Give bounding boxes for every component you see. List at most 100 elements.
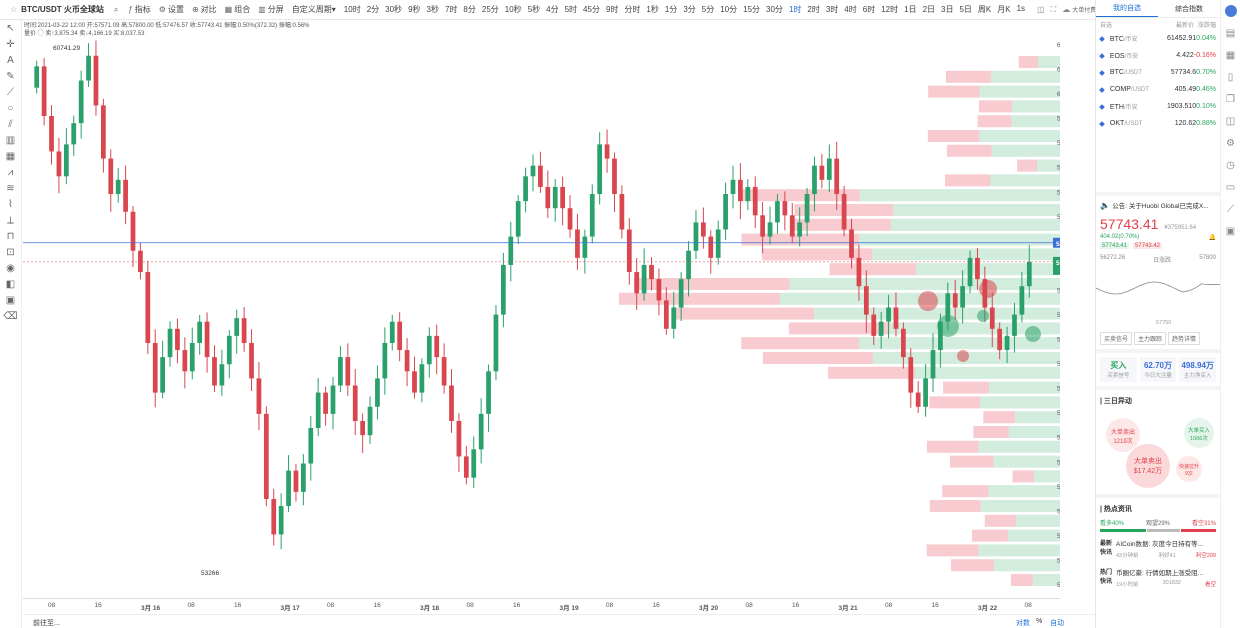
ray-icon[interactable]: ⟋ xyxy=(7,86,14,98)
message-icon[interactable]: ▭ xyxy=(1225,181,1236,193)
interval-20[interactable]: 15分 xyxy=(743,5,761,14)
interval-34[interactable]: 1s xyxy=(1016,4,1026,13)
tag-trend[interactable]: 趋势详情 xyxy=(1168,332,1201,345)
bars-icon[interactable]: ▥ xyxy=(5,134,16,146)
stat-volume[interactable]: 62.70万 今日大注量 xyxy=(1139,357,1177,382)
interval-2[interactable]: 30秒 xyxy=(385,5,403,14)
settings-button[interactable]: ⚙ 设置 xyxy=(158,5,184,14)
fullscreen-icon[interactable]: ⛶ xyxy=(1050,4,1057,14)
interval-25[interactable]: 4时 xyxy=(844,5,857,14)
bubble-big-sell-2[interactable]: 大单卖出 $17.42万 xyxy=(1126,444,1170,488)
screenshot-icon[interactable]: ◫ xyxy=(1037,5,1045,14)
brush-icon[interactable]: ⌇ xyxy=(8,198,13,210)
custom-period-dropdown[interactable]: 自定义周期 ▾ xyxy=(291,5,336,14)
interval-29[interactable]: 2日 xyxy=(922,5,936,14)
percent-scale-button[interactable]: % xyxy=(1036,618,1043,625)
widget-icon[interactable]: ▣ xyxy=(1225,225,1236,237)
pen-icon[interactable]: ✎ xyxy=(6,70,15,82)
bookmark-icon[interactable]: ◫ xyxy=(1225,115,1236,127)
interval-23[interactable]: 2时 xyxy=(807,5,820,14)
premium-label[interactable]: 大单付费 xyxy=(1072,8,1095,14)
interval-22[interactable]: 1时 xyxy=(788,5,802,14)
interval-9[interactable]: 5秒 xyxy=(527,5,541,14)
text-icon[interactable]: A xyxy=(7,54,14,66)
line-icon[interactable]: ⟋ xyxy=(1227,203,1234,215)
interval-24[interactable]: 3时 xyxy=(825,5,839,14)
favorite-icon[interactable]: ☆ xyxy=(10,5,18,14)
watchlist-row[interactable]: OKT/USDT 120.62 0.88% xyxy=(1096,115,1220,132)
bubble-big-buy[interactable]: 大单买入 1066次 xyxy=(1184,418,1214,448)
interval-30[interactable]: 3日 xyxy=(941,5,954,14)
lock-icon[interactable]: ⊡ xyxy=(6,246,15,258)
interval-18[interactable]: 5分 xyxy=(701,5,715,14)
fibonacci-icon[interactable]: ≋ xyxy=(6,182,15,194)
interval-31[interactable]: 5日 xyxy=(959,5,972,14)
alert-icon[interactable]: 🔔 xyxy=(1208,235,1216,241)
book-icon[interactable]: ▯ xyxy=(1227,71,1234,83)
news-item[interactable]: 热门快讯 币圈亿豪: 行情如期上涨受阻... 19小时前 301832 看空 xyxy=(1096,561,1220,590)
watchlist-row[interactable]: ETH/币安 1903.510 0.10% xyxy=(1096,98,1220,115)
eye-icon[interactable]: ◉ xyxy=(6,262,15,274)
tab-watchlist[interactable]: 我的自选 xyxy=(1096,0,1158,17)
channel-icon[interactable]: ⫽ xyxy=(8,118,13,130)
watchlist-row[interactable]: BTC/USDT 57734.6 0.70% xyxy=(1096,64,1220,81)
clock-icon[interactable]: ◷ xyxy=(1226,159,1235,171)
interval-7[interactable]: 25分 xyxy=(481,5,499,14)
interval-12[interactable]: 45分 xyxy=(583,5,600,14)
interval-19[interactable]: 10分 xyxy=(720,5,738,14)
indicator-button[interactable]: ƒ 指标 xyxy=(128,5,151,14)
calendar-icon[interactable]: ▦ xyxy=(1225,49,1236,61)
image-icon[interactable]: ▣ xyxy=(5,294,16,306)
interval-1[interactable]: 2分 xyxy=(366,5,380,14)
symbol-title[interactable]: BTC/USDT 火币全球站 xyxy=(21,5,104,14)
combo-button[interactable]: ▦ 组合 xyxy=(224,5,251,14)
interval-5[interactable]: 7时 xyxy=(444,5,458,14)
avatar-icon[interactable] xyxy=(1221,0,1240,22)
log-scale-button[interactable]: 对数 xyxy=(1016,620,1030,627)
goto-button[interactable]: 前往至... xyxy=(33,620,60,627)
interval-14[interactable]: 分时 xyxy=(624,5,641,14)
grid-icon[interactable]: ▦ xyxy=(5,150,16,162)
watchlist-row[interactable]: COMP/USDT 405.49 0.46% xyxy=(1096,81,1220,98)
split-screen-button[interactable]: ▥ 分屏 xyxy=(258,5,284,14)
interval-16[interactable]: 1分 xyxy=(664,5,678,14)
notice-bar[interactable]: 🔈 公告: 关于Huobi Global已完成X... xyxy=(1096,192,1220,214)
news-item[interactable]: 最新快讯 AICoin数据: 灰度今日持有等... 43分钟前 利好41 利空209 xyxy=(1096,532,1220,561)
interval-6[interactable]: 8分 xyxy=(463,5,476,14)
interval-26[interactable]: 6时 xyxy=(862,5,876,14)
watchlist-row[interactable]: BTC/币安 61452.91 0.04% xyxy=(1096,30,1220,47)
compare-button[interactable]: ⊕ 对比 xyxy=(191,5,217,14)
interval-4[interactable]: 3秒 xyxy=(426,5,439,14)
chart-pattern-icon[interactable]: ⩘ xyxy=(7,166,14,178)
tag-signal[interactable]: 买卖信号 xyxy=(1100,332,1133,345)
ruler-icon[interactable]: ⟂ xyxy=(7,214,14,226)
interval-27[interactable]: 12时 xyxy=(881,5,899,14)
magnet-icon[interactable]: ⊓ xyxy=(6,230,15,242)
trash-icon[interactable]: ⌫ xyxy=(3,310,18,322)
watchlist-row[interactable]: EOS/币安 4.422 -0.16% xyxy=(1096,47,1220,64)
interval-28[interactable]: 1日 xyxy=(904,5,917,14)
bubble-fast-rise[interactable]: 快速拉升 9次 xyxy=(1176,456,1202,482)
doc-icon[interactable]: ▤ xyxy=(1225,27,1236,39)
search-button[interactable]: ⌕ xyxy=(114,5,120,15)
auto-scale-button[interactable]: 自动 xyxy=(1050,620,1064,627)
cursor-icon[interactable]: ↖ xyxy=(6,22,15,34)
interval-33[interactable]: 月K xyxy=(997,5,1011,14)
stat-netbuy[interactable]: 498.94万 主力净买入 xyxy=(1179,357,1217,382)
layers-icon[interactable]: ◧ xyxy=(5,278,16,290)
interval-17[interactable]: 3分 xyxy=(683,5,696,14)
crosshair-icon[interactable]: ✛ xyxy=(6,38,15,50)
tag-tracking[interactable]: 主力跟踪 xyxy=(1134,332,1167,345)
interval-13[interactable]: 9时 xyxy=(605,5,619,14)
interval-3[interactable]: 9秒 xyxy=(408,5,421,14)
interval-15[interactable]: 1秒 xyxy=(646,5,659,14)
stat-signal[interactable]: 买入 买卖信号 xyxy=(1100,357,1137,382)
interval-21[interactable]: 30分 xyxy=(766,5,783,14)
tab-index[interactable]: 综合指数 xyxy=(1175,5,1203,13)
bubble-big-sell[interactable]: 大单卖出 1219次 xyxy=(1106,418,1140,452)
settings-icon[interactable]: ⚙ xyxy=(1226,137,1235,149)
interval-32[interactable]: 周K xyxy=(977,5,992,14)
interval-0[interactable]: 10时 xyxy=(343,5,361,14)
copy-icon[interactable]: ❐ xyxy=(1226,93,1235,105)
candlestick-chart[interactable]: 60815.57 60446.91 60080.48 59716.27 59354.27… xyxy=(23,36,1060,598)
